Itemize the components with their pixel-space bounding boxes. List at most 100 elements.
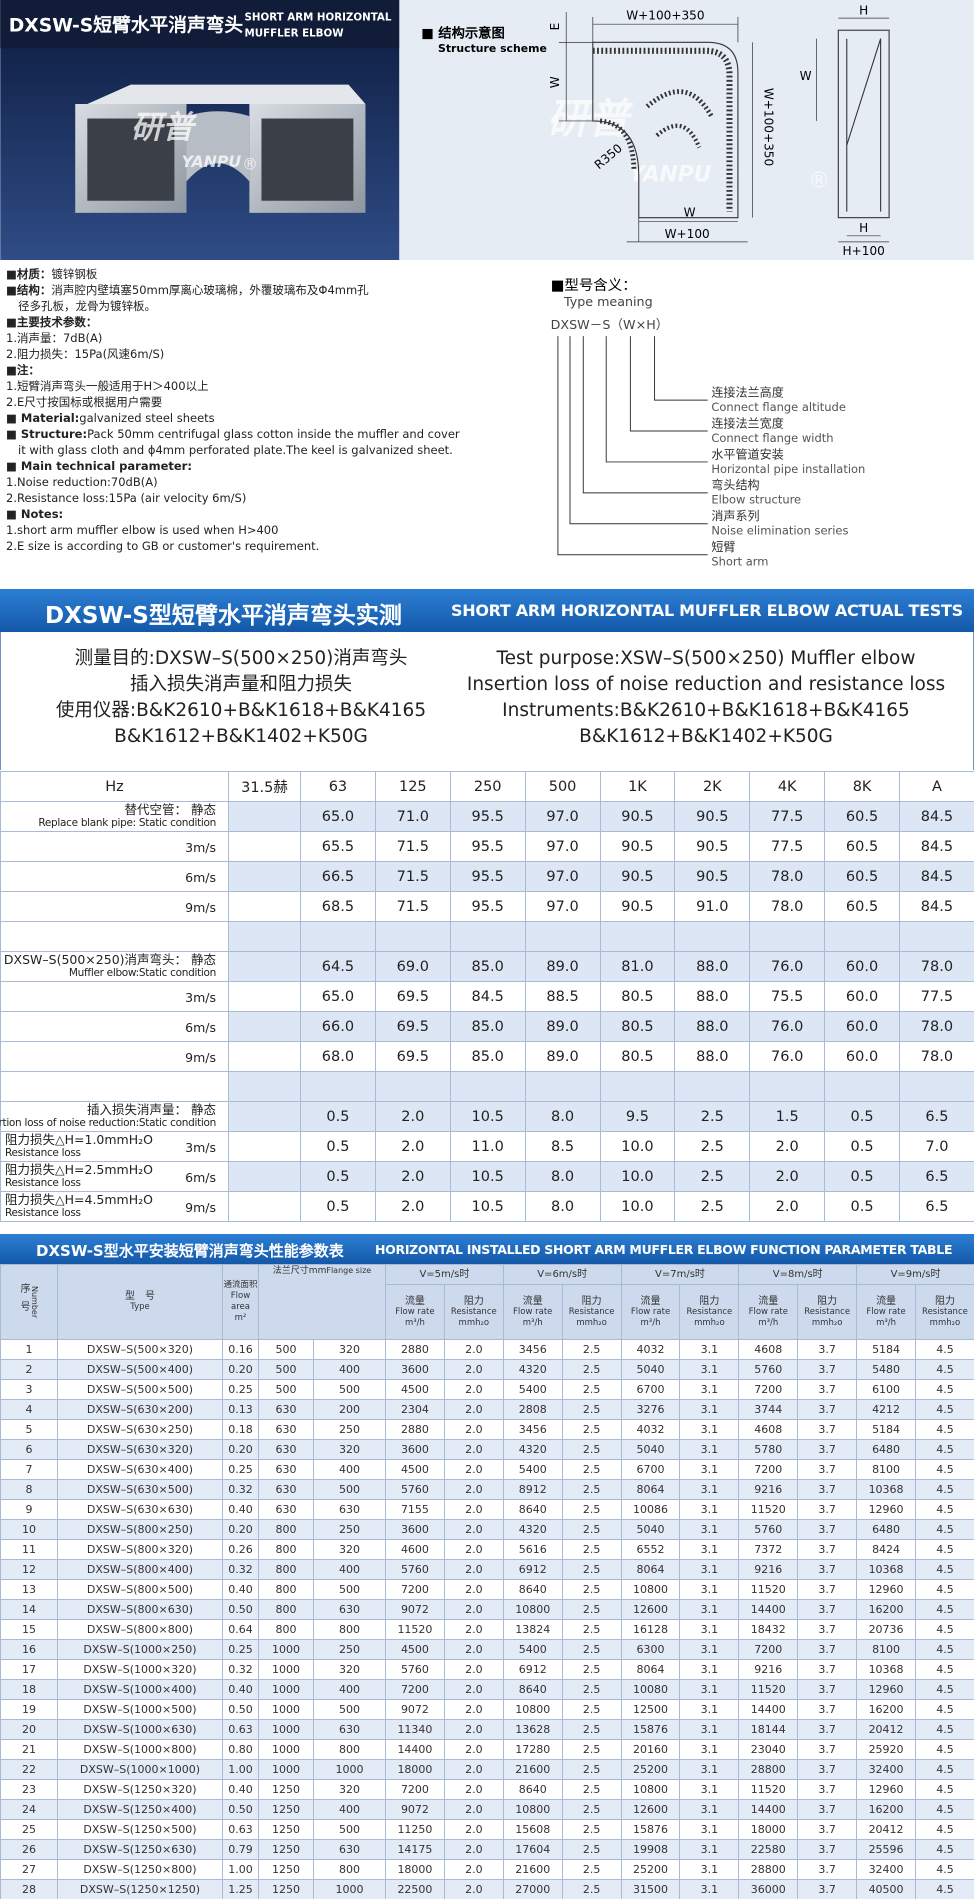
header-text: 阻力: [934, 1295, 955, 1307]
param-cell: 13824: [502, 1619, 563, 1640]
param-row: 14 DXSW–S(800×630) 0.50 800 630 9072 2.0 10800 2…: [0, 1599, 974, 1620]
value: 80.5: [599, 1041, 676, 1072]
param-cell: 0.25: [222, 1459, 259, 1480]
param-cell: 250: [313, 1519, 386, 1540]
spec-line: ■结构：消声腔内壁填塞50mm厚离心玻璃棉，外覆玻璃布及Φ4mm孔: [6, 282, 526, 298]
empty-cell: [228, 1011, 301, 1042]
connector: [557, 336, 708, 556]
param-cell: 18000: [385, 1859, 445, 1880]
param-cell: 500: [313, 1579, 386, 1600]
header-resistance: 阻力 Resistance mmh₂o: [561, 1284, 622, 1340]
param-cell: DXSW–S(1250×630): [57, 1839, 223, 1860]
param-cell: 4500: [385, 1379, 445, 1400]
param-cell: 5780: [738, 1439, 799, 1460]
registered: ®: [242, 154, 258, 173]
param-cell: 18000: [738, 1819, 799, 1840]
header-unit: m³/h: [758, 1317, 779, 1328]
watermark: 研普: [547, 95, 634, 143]
param-cell: 15608: [502, 1819, 563, 1840]
header-text-en: Resistance: [450, 1306, 497, 1317]
empty-cell: [749, 1071, 826, 1102]
header-unit: m²: [234, 1313, 247, 1323]
params-title-band: DXSW-S型水平安装短臂消声弯头性能参数表 HORIZONTAL INSTAL…: [0, 1234, 974, 1264]
param-cell: 3.1: [679, 1839, 740, 1860]
param-cell: 0.63: [222, 1819, 259, 1840]
empty-cell: [228, 1041, 301, 1072]
param-cell: 2.0: [443, 1539, 504, 1560]
param-row: 12 DXSW–S(800×400) 0.32 800 400 5760 2.0 6912 2.…: [0, 1559, 974, 1580]
param-cell: 500: [258, 1379, 314, 1400]
param-cell: 14: [0, 1599, 58, 1620]
row-label: 3m/s: [0, 831, 229, 862]
spec-line: ■ Structure:Pack 50mm centrifugal glass …: [6, 426, 526, 442]
param-cell: 630: [258, 1459, 314, 1480]
param-cell: 25200: [620, 1859, 681, 1880]
param-cell: 0.40: [222, 1499, 259, 1520]
param-cell: 3.7: [797, 1679, 858, 1700]
param-cell: 5760: [385, 1659, 445, 1680]
param-cell: 4.5: [915, 1799, 974, 1820]
param-cell: 3600: [385, 1359, 445, 1380]
param-cell: 1000: [258, 1739, 314, 1760]
header-text: 型 号: [125, 1291, 155, 1302]
param-cell: 6700: [620, 1459, 681, 1480]
purpose-line: 测量目的:DXSW–S(500×250)消声弯头: [74, 648, 408, 669]
row-label: 替代空管： 静态 Replace blank pipe: Static condi…: [0, 801, 229, 832]
column-header: 250: [449, 771, 526, 802]
param-cell: 2.5: [561, 1799, 622, 1820]
param-cell: 4320: [502, 1359, 563, 1380]
param-cell: 3.1: [679, 1519, 740, 1540]
value: 6.5: [899, 1161, 974, 1192]
param-cell: 8640: [502, 1779, 563, 1800]
value: 0.5: [824, 1101, 900, 1132]
param-cell: 1: [0, 1339, 58, 1360]
watermark: YANPU: [629, 162, 712, 187]
empty-cell: [599, 1071, 676, 1102]
param-cell: 8100: [856, 1459, 917, 1480]
param-cell: 0.63: [222, 1719, 259, 1740]
param-cell: 1.25: [222, 1879, 259, 1899]
dimension-label: W+100+350: [626, 8, 704, 22]
param-cell: 19908: [620, 1839, 681, 1860]
params-title-en: HORIZONTAL INSTALLED SHORT ARM MUFFLER E…: [375, 1242, 953, 1257]
value: 78.0: [749, 861, 826, 892]
test-row: 3m/s 65.5 71.5 95.5 97.0 90.5 90.5 77.5 60.5 84.5: [0, 831, 974, 862]
header-text-en: Resistance: [568, 1306, 615, 1317]
param-cell: 4: [0, 1399, 58, 1420]
value: 97.0: [524, 861, 601, 892]
param-row: 6 DXSW–S(630×320) 0.20 630 320 3600 2.0 4320 2.5…: [0, 1439, 974, 1460]
param-cell: 2.0: [443, 1659, 504, 1680]
param-cell: 3.1: [679, 1639, 740, 1660]
param-cell: 3.1: [679, 1779, 740, 1800]
param-cell: 630: [258, 1399, 314, 1420]
param-cell: 4600: [385, 1539, 445, 1560]
param-cell: 12960: [856, 1679, 917, 1700]
empty-cell: [824, 1071, 900, 1102]
param-cell: 3.7: [797, 1659, 858, 1680]
param-cell: DXSW–S(1000×500): [57, 1699, 223, 1720]
header-unit: m³/h: [876, 1317, 897, 1328]
param-cell: 4.5: [915, 1439, 974, 1460]
param-cell: 1250: [258, 1799, 314, 1820]
test-row: 阻力损失△H=2.5mmH₂O Resistance loss 6m/s 0.5 2.0…: [0, 1161, 974, 1192]
param-cell: 12960: [856, 1579, 917, 1600]
param-cell: 2.5: [561, 1499, 622, 1520]
param-cell: 2.5: [561, 1719, 622, 1740]
param-row: 9 DXSW–S(630×630) 0.40 630 630 7155 2.0 8640 2.5…: [0, 1499, 974, 1520]
value: 0.5: [300, 1131, 376, 1162]
header-text: 阻力: [463, 1295, 484, 1307]
empty-cell: [228, 861, 301, 892]
value: 88.0: [674, 1041, 751, 1072]
value: 85.0: [449, 1011, 526, 1042]
test-row: 插入损失消声量： 静态 Insertion loss of noise reduc…: [0, 1101, 974, 1132]
header-text-en: Flange size: [326, 1266, 372, 1275]
param-cell: 630: [313, 1839, 386, 1860]
param-cell: 14400: [738, 1599, 799, 1620]
param-cell: DXSW–S(500×400): [57, 1359, 223, 1380]
param-cell: 4212: [856, 1399, 917, 1420]
empty-cell: [0, 1071, 229, 1102]
param-cell: 2.5: [561, 1659, 622, 1680]
value: 78.0: [899, 1041, 974, 1072]
param-cell: 3.7: [797, 1819, 858, 1840]
param-cell: 18144: [738, 1719, 799, 1740]
